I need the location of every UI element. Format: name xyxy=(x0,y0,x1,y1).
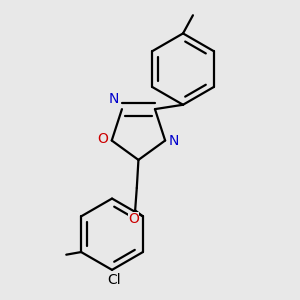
Text: N: N xyxy=(169,134,179,148)
Text: Cl: Cl xyxy=(107,273,121,287)
Text: O: O xyxy=(97,132,108,146)
Text: N: N xyxy=(109,92,119,106)
Text: O: O xyxy=(128,212,139,226)
